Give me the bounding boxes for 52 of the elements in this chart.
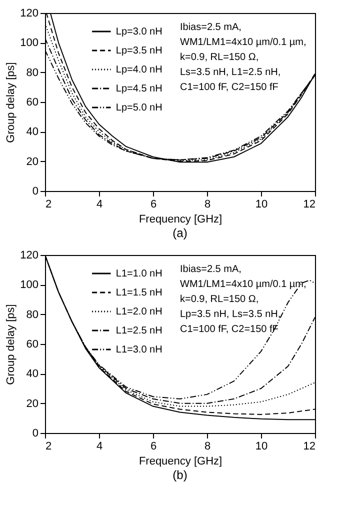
x-tick-label: 10	[255, 440, 268, 452]
x-tick-label: 12	[303, 198, 316, 210]
legend-label: Lp=5.0 nH	[116, 102, 162, 114]
annotation: Ls=3.5 nH, L1=2.5 nH,	[180, 67, 281, 78]
annotation: WM1/LM1=4x10 µm/0.1 µm,	[180, 279, 306, 290]
y-tick-label: 0	[32, 186, 38, 198]
text: (a)	[172, 226, 188, 240]
y-tick-label: 60	[26, 96, 38, 108]
y-tick-label: 20	[26, 398, 38, 410]
x-tick-label: 12	[303, 440, 316, 452]
legend-label: Lp=3.0 nH	[116, 26, 162, 38]
x-axis-title: Frequency [GHz]	[138, 456, 222, 468]
y-tick-label: 0	[32, 428, 38, 440]
x-tick-label: 6	[150, 440, 157, 452]
y-tick-label: 40	[26, 126, 38, 138]
y-tick-label: 60	[26, 338, 38, 350]
x-tick-label: 2	[46, 440, 52, 452]
x-tick-label: 6	[150, 198, 157, 210]
legend-label: Lp=4.5 nH	[116, 84, 162, 94]
y-tick-label: 100	[20, 279, 38, 292]
y-tick-label: 80	[26, 66, 38, 79]
legend-label: Lp=4.0 nH	[116, 64, 162, 76]
legend-label: L1=2.5 nH	[116, 326, 162, 336]
y-tick-label: 80	[26, 308, 38, 321]
x-tick-label: 10	[255, 198, 268, 210]
text: (b)	[172, 468, 188, 482]
y-axis-title: Group delay [ps]	[5, 62, 18, 143]
legend-label: L1=1.0 nH	[116, 268, 162, 280]
annotation: WM1/LM1=4x10 µm/0.1 µm,	[180, 37, 306, 48]
x-tick-label: 4	[96, 198, 103, 210]
legend-label: Lp=3.5 nH	[116, 46, 162, 56]
annotation: Ibias=2.5 mA,	[180, 22, 242, 33]
annotation: Ibias=2.5 mA,	[180, 264, 242, 275]
x-axis-title: Frequency [GHz]	[138, 214, 222, 226]
annotation: k=0.9, RL=150 Ω,	[180, 52, 259, 63]
y-tick-label: 20	[26, 156, 38, 168]
legend-label: L1=1.5 nH	[116, 288, 162, 298]
y-tick-label: 120	[20, 8, 38, 20]
annotation: C1=100 fF, C2=150 fF	[180, 324, 278, 335]
legend-label: L1=2.0 nH	[116, 306, 162, 318]
legend-label: L1=3.0 nH	[116, 344, 162, 356]
y-axis-title: Group delay [ps]	[5, 304, 18, 385]
x-tick-label: 4	[96, 440, 103, 452]
y-tick-label: 120	[20, 250, 38, 262]
x-tick-label: 8	[204, 440, 211, 452]
y-tick-label: 100	[20, 37, 38, 50]
annotation: Lp=3.5 nH, Ls=3.5 nH,	[180, 309, 281, 320]
x-tick-label: 2	[46, 198, 52, 210]
annotation: C1=100 fF, C2=150 fF	[180, 82, 278, 93]
y-tick-label: 40	[26, 368, 38, 380]
annotation: k=0.9, RL=150 Ω,	[180, 294, 259, 305]
x-tick-label: 8	[204, 198, 211, 210]
